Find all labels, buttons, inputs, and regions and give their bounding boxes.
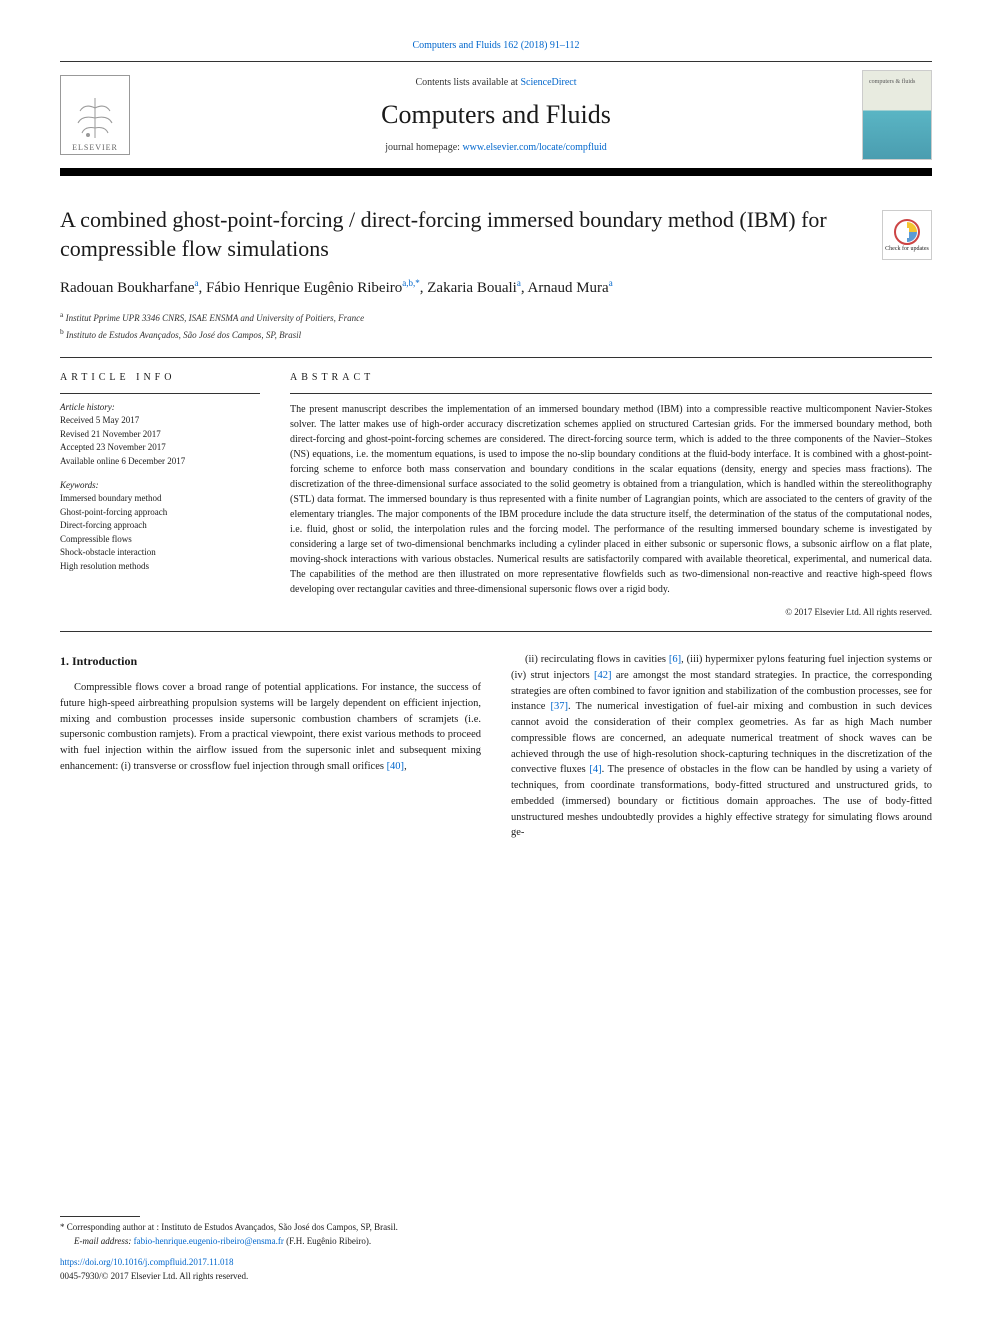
history-line: Received 5 May 2017 [60,414,260,428]
citation-link[interactable]: [6] [669,654,681,665]
citation-link[interactable]: [4] [589,764,601,775]
copyright: © 2017 Elsevier Ltd. All rights reserved… [290,607,932,617]
article-title: A combined ghost-point-forcing / direct-… [60,206,932,263]
history-line: Available online 6 December 2017 [60,455,260,469]
authors: Radouan Boukharfanea, Fábio Henrique Eug… [60,277,932,299]
article-info: ARTICLE INFO Article history: Received 5… [60,372,260,617]
elsevier-tree-icon [70,93,120,143]
issn-copyright: 0045-7930/© 2017 Elsevier Ltd. All right… [60,1270,932,1284]
journal-title: Computers and Fluids [130,100,862,130]
divider [60,357,932,358]
divider [60,631,932,632]
body-p1-end: , [404,761,407,772]
keyword: Ghost-point-forcing approach [60,506,260,520]
keywords-label: Keywords: [60,480,260,490]
keyword: Direct-forcing approach [60,519,260,533]
check-updates-label: Check for updates [885,246,929,252]
body-p1: Compressible flows cover a broad range o… [60,682,481,772]
issue-citation[interactable]: Computers and Fluids 162 (2018) 91–112 [60,40,932,51]
keyword: Shock-obstacle interaction [60,546,260,560]
journal-cover-thumbnail[interactable]: computers & fluids [862,70,932,160]
journal-homepage: journal homepage: www.elsevier.com/locat… [130,142,862,153]
footer: * Corresponding author at : Instituto de… [60,1216,932,1283]
email-label: E-mail address: [74,1236,134,1246]
body-p2e: . The presence of obstacles in the flow … [511,764,932,838]
cover-label: computers & fluids [869,79,915,85]
keyword: Immersed boundary method [60,492,260,506]
abstract: ABSTRACT The present manuscript describe… [290,372,932,617]
history-line: Revised 21 November 2017 [60,428,260,442]
history-label: Article history: [60,402,260,412]
keyword: High resolution methods [60,560,260,574]
sciencedirect-link[interactable]: ScienceDirect [520,77,576,88]
contents-prefix: Contents lists available at [415,77,520,88]
column-right: (ii) recirculating flows in cavities [6]… [511,652,932,841]
section-heading: 1. Introduction [60,652,481,670]
homepage-link[interactable]: www.elsevier.com/locate/compfluid [462,142,606,153]
homepage-prefix: journal homepage: [385,142,462,153]
masthead: ELSEVIER Contents lists available at Sci… [60,61,932,164]
keyword: Compressible flows [60,533,260,547]
publisher-logo[interactable]: ELSEVIER [60,75,130,155]
citation-link[interactable]: [37] [551,701,569,712]
corresponding-author: * Corresponding author at : Instituto de… [60,1221,932,1235]
check-updates-badge[interactable]: Check for updates [882,210,932,260]
crossmark-icon [893,218,921,246]
body-text: 1. Introduction Compressible flows cover… [60,652,932,841]
abstract-heading: ABSTRACT [290,372,932,383]
column-left: 1. Introduction Compressible flows cover… [60,652,481,841]
contents-line: Contents lists available at ScienceDirec… [130,77,862,88]
citation-link[interactable]: [40] [387,761,405,772]
abstract-text: The present manuscript describes the imp… [290,402,932,597]
citation-link[interactable]: [42] [594,670,612,681]
publisher-name: ELSEVIER [72,143,118,152]
email-link[interactable]: fabio-henrique.eugenio-ribeiro@ensma.fr [134,1236,284,1246]
email-suffix: (F.H. Eugênio Ribeiro). [284,1236,371,1246]
history-line: Accepted 23 November 2017 [60,441,260,455]
affiliations: a Institut Pprime UPR 3346 CNRS, ISAE EN… [60,309,932,342]
masthead-rule [60,168,932,176]
doi-link[interactable]: https://doi.org/10.1016/j.compfluid.2017… [60,1257,234,1267]
body-p2a: (ii) recirculating flows in cavities [525,654,669,665]
article-info-heading: ARTICLE INFO [60,372,260,383]
